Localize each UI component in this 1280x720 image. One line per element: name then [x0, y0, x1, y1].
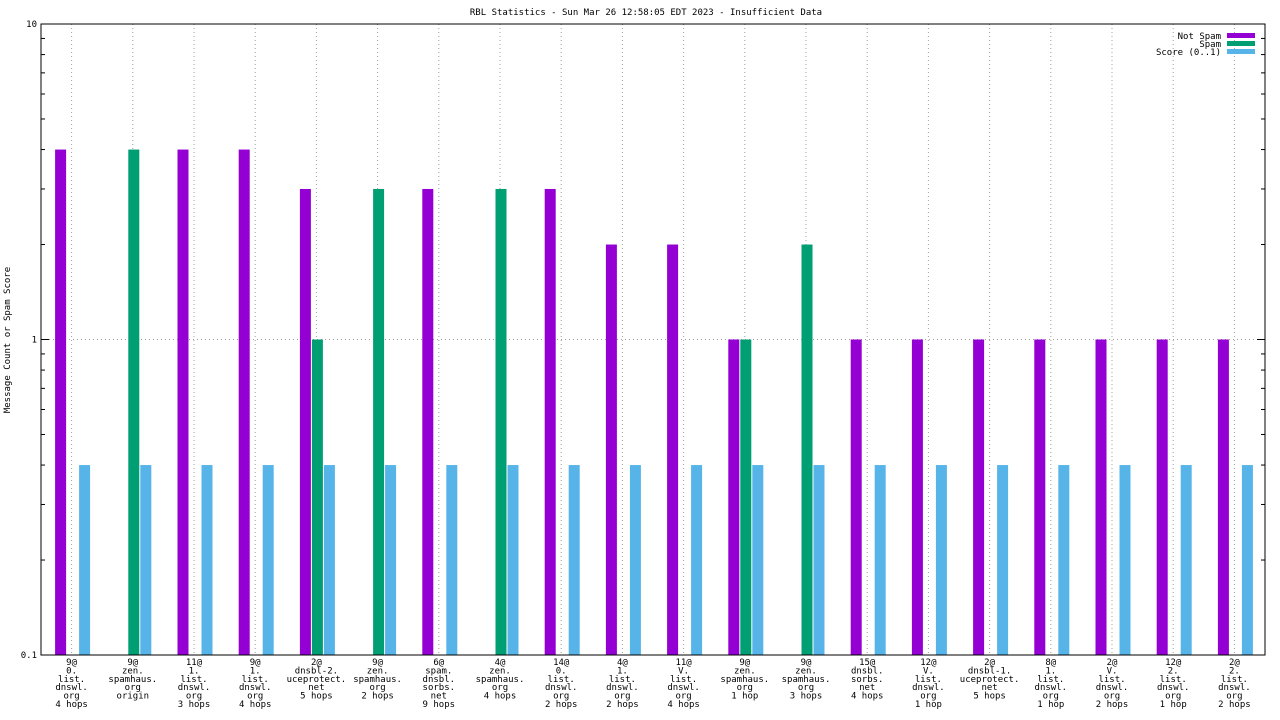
x-tick-label: 4@ 1. list. dnswl. org 2 hops — [606, 658, 639, 710]
bar-spam — [495, 188, 507, 655]
bar-score-0-1 — [1119, 465, 1131, 655]
bar-spam — [128, 149, 140, 655]
y-axis-label: Message Count or Spam Score — [3, 267, 13, 413]
bar-score-0-1 — [813, 465, 825, 655]
bar-score-0-1 — [507, 465, 519, 655]
bar-score-0-1 — [140, 465, 152, 655]
bar-score-0-1 — [935, 465, 947, 655]
legend-label: Not Spam — [1178, 32, 1221, 42]
bar-score-0-1 — [568, 465, 580, 655]
bar-not-spam — [238, 149, 250, 655]
legend-swatch — [1227, 41, 1255, 46]
x-tick-label: 9@ 1. list. dnswl. org 4 hops — [239, 658, 272, 710]
x-tick-label: 9@ zen. spamhaus. org 3 hops — [782, 658, 831, 702]
bar-score-0-1 — [323, 465, 335, 655]
bar-score-0-1 — [385, 465, 397, 655]
x-tick-label: 12@ 2. list. dnswl. org 1 hop — [1157, 658, 1190, 710]
x-tick-label: 2@ 2. list. dnswl. org 2 hops — [1218, 658, 1251, 710]
x-tick-label: 15@ dnsbl. sorbs. net 4 hops — [851, 658, 884, 702]
bar-spam — [373, 188, 385, 655]
bar-score-0-1 — [262, 465, 274, 655]
bar-not-spam — [1034, 339, 1046, 655]
bar-not-spam — [728, 339, 740, 655]
bar-score-0-1 — [446, 465, 458, 655]
x-tick-label: 11@ 1. list. dnswl. org 3 hops — [178, 658, 211, 710]
bar-not-spam — [605, 244, 617, 656]
bar-not-spam — [850, 339, 862, 655]
bar-score-0-1 — [874, 465, 886, 655]
bar-not-spam — [973, 339, 985, 655]
x-tick-label: 4@ zen. spamhaus. org 4 hops — [476, 658, 525, 702]
bar-not-spam — [911, 339, 923, 655]
bar-spam — [801, 244, 813, 656]
y-axis-ticks: 0.1 1 10 — [21, 20, 1265, 661]
x-tick-label: 8@ 1. list. dnswl. org 1 hop — [1035, 658, 1068, 710]
x-tick-label: 6@ spam. dnsbl. sorbs. net 9 hops — [423, 658, 456, 710]
x-tick-label: 9@ zen. spamhaus. org 2 hops — [353, 658, 402, 702]
bar-spam — [740, 339, 752, 655]
bar-score-0-1 — [691, 465, 703, 655]
bar-not-spam — [177, 149, 189, 655]
y-tick-label: 10 — [26, 20, 37, 30]
bar-not-spam — [299, 188, 311, 655]
bar-not-spam — [55, 149, 67, 655]
bar-score-0-1 — [997, 465, 1009, 655]
bar-not-spam — [1156, 339, 1168, 655]
bar-score-0-1 — [79, 465, 91, 655]
bar-not-spam — [422, 188, 434, 655]
bars-group — [55, 149, 1253, 656]
x-tick-label: 2@ V. list. dnswl. org 2 hops — [1096, 658, 1129, 710]
bar-spam — [311, 339, 323, 655]
bar-score-0-1 — [1241, 465, 1253, 655]
bar-not-spam — [1217, 339, 1229, 655]
x-tick-label: 14@ 0. list. dnswl. org 2 hops — [545, 658, 578, 710]
chart-title: RBL Statistics - Sun Mar 26 12:58:05 EDT… — [470, 8, 822, 18]
legend-swatch — [1227, 33, 1255, 38]
bar-score-0-1 — [201, 465, 213, 655]
x-axis-labels: 9@ 0. list. dnswl. org 4 hops 9@ zen. spamhaus. o… — [55, 658, 1250, 710]
x-tick-label: 9@ zen. spamhaus. org 1 hop — [720, 658, 769, 702]
legend-label: Score (0..1) — [1156, 48, 1221, 58]
x-tick-label: 2@ dnsbl-1. uceprotect. net 5 hops — [960, 658, 1020, 702]
x-tick-label: 9@ zen. spamhaus. org origin — [108, 658, 157, 702]
bar-score-0-1 — [1180, 465, 1192, 655]
x-tick-label: 9@ 0. list. dnswl. org 4 hops — [55, 658, 88, 710]
y-tick-label: 0.1 — [21, 651, 37, 661]
x-tick-label: 2@ dnsbl-2. uceprotect. net 5 hops — [287, 658, 347, 702]
legend-swatch — [1227, 49, 1255, 54]
legend-label: Spam — [1199, 40, 1221, 50]
bar-not-spam — [544, 188, 556, 655]
bar-not-spam — [1095, 339, 1107, 655]
bar-score-0-1 — [1058, 465, 1070, 655]
y-tick-label: 1 — [32, 336, 37, 346]
bar-not-spam — [667, 244, 679, 656]
x-tick-label: 12@ V. list. dnswl. org 1 hop — [912, 658, 945, 710]
bar-score-0-1 — [629, 465, 641, 655]
x-tick-label: 11@ V. list. dnswl. org 4 hops — [667, 658, 700, 710]
bar-score-0-1 — [752, 465, 764, 655]
